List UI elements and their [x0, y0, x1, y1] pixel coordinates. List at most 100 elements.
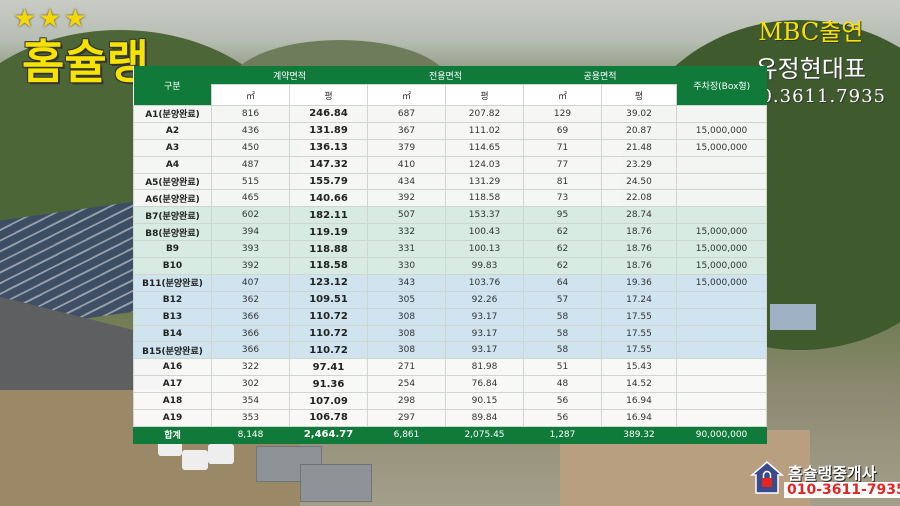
cell-contract-sqm: 353	[211, 409, 290, 427]
table-row: B10 392 118.58 330 99.83 62 18.76 15,000,000	[133, 257, 767, 275]
cell-exclusive-sqm: 367	[367, 121, 446, 140]
cell-contract-pyeong: 147.32	[289, 155, 368, 174]
cell-parking	[676, 358, 767, 377]
cell-common-sqm: 1,287	[523, 425, 602, 444]
unit-pyeong: 평	[289, 84, 368, 106]
table-row: A4 487 147.32 410 124.03 77 23.29	[133, 155, 767, 174]
cell-contract-pyeong: 110.72	[289, 307, 368, 326]
cell-common-sqm: 95	[523, 206, 602, 225]
cell-common-pyeong: 28.74	[601, 206, 677, 225]
cell-lot: A5(분양완료)	[133, 172, 212, 191]
cell-common-pyeong: 15.43	[601, 358, 677, 377]
cell-contract-sqm: 450	[211, 138, 290, 157]
cell-lot: A2	[133, 121, 212, 140]
agent-info: MBC출연 유정현대표 010.3611.7935	[736, 12, 886, 107]
cell-exclusive-pyeong: 99.83	[445, 257, 524, 275]
cell-common-sqm: 64	[523, 273, 602, 292]
cell-common-sqm: 62	[523, 240, 602, 259]
cell-contract-pyeong: 97.41	[289, 358, 368, 377]
table-row: B7(분양완료) 602 182.11 507 153.37 95 28.74	[133, 206, 767, 225]
cell-contract-pyeong: 131.89	[289, 121, 368, 140]
cell-exclusive-sqm: 434	[367, 172, 446, 191]
cell-lot: A17	[133, 375, 212, 394]
cell-contract-pyeong: 136.13	[289, 138, 368, 157]
cell-contract-sqm: 8,148	[211, 425, 290, 444]
representative-name: 유정현대표	[755, 55, 866, 83]
cell-parking	[676, 324, 767, 343]
cell-parking	[676, 392, 767, 411]
cell-common-pyeong: 20.87	[601, 121, 677, 140]
house-lock-icon	[750, 461, 784, 494]
unit-sqm: ㎡	[523, 84, 602, 106]
cell-common-pyeong: 17.55	[601, 307, 677, 326]
cell-common-pyeong: 18.76	[601, 257, 677, 275]
table-row: A1(분양완료) 816 246.84 687 207.82 129 39.02	[133, 105, 767, 123]
cell-exclusive-pyeong: 118.58	[445, 189, 524, 208]
cell-exclusive-sqm: 392	[367, 189, 446, 208]
cell-parking: 90,000,000	[676, 425, 767, 444]
total-row: 합계 8,148 2,464.77 6,861 2,075.45 1,287 389.32 9…	[133, 425, 767, 444]
agency-phone: 010-3611-7935	[784, 482, 900, 498]
cell-lot: A18	[133, 392, 212, 411]
cell-contract-sqm: 392	[211, 257, 290, 275]
cell-lot: B15(분양완료)	[133, 341, 212, 360]
cell-common-pyeong: 16.94	[601, 409, 677, 427]
cell-exclusive-pyeong: 100.43	[445, 223, 524, 242]
cell-exclusive-sqm: 308	[367, 324, 446, 343]
cell-contract-pyeong: 118.58	[289, 257, 368, 275]
car	[158, 440, 182, 456]
container-building	[300, 464, 372, 502]
cell-contract-sqm: 602	[211, 206, 290, 225]
cell-lot: A16	[133, 358, 212, 377]
cell-lot: A3	[133, 138, 212, 157]
cell-parking	[676, 409, 767, 427]
house-roof	[770, 304, 816, 330]
cell-parking	[676, 341, 767, 360]
agency-badge: 홈슐랭중개사 010-3611-7935	[748, 456, 900, 502]
cell-exclusive-sqm: 297	[367, 409, 446, 427]
cell-parking: 15,000,000	[676, 240, 767, 259]
cell-contract-pyeong: 119.19	[289, 223, 368, 242]
cell-common-sqm: 129	[523, 105, 602, 123]
table-row: A18 354 107.09 298 90.15 56 16.94	[133, 392, 767, 411]
table-row: B13 366 110.72 308 93.17 58 17.55	[133, 307, 767, 326]
cell-parking	[676, 189, 767, 208]
cell-contract-pyeong: 106.78	[289, 409, 368, 427]
table-row: A19 353 106.78 297 89.84 56 16.94	[133, 409, 767, 427]
cell-exclusive-pyeong: 207.82	[445, 105, 524, 123]
table-row: B11(분양완료) 407 123.12 343 103.76 64 19.36 15,000…	[133, 273, 767, 292]
cell-exclusive-sqm: 308	[367, 341, 446, 360]
mbc-label: MBC출연	[758, 18, 864, 46]
cell-lot: A1(분양완료)	[133, 105, 212, 123]
cell-contract-pyeong: 182.11	[289, 206, 368, 225]
cell-exclusive-pyeong: 93.17	[445, 324, 524, 343]
cell-exclusive-pyeong: 124.03	[445, 155, 524, 174]
cell-contract-pyeong: 118.88	[289, 240, 368, 259]
cell-parking	[676, 206, 767, 225]
cell-lot: B7(분양완료)	[133, 206, 212, 225]
cell-exclusive-sqm: 254	[367, 375, 446, 394]
cell-contract-pyeong: 91.36	[289, 375, 368, 394]
cell-parking: 15,000,000	[676, 257, 767, 275]
cell-parking	[676, 172, 767, 191]
cell-contract-pyeong: 110.72	[289, 324, 368, 343]
table-row: B9 393 118.88 331 100.13 62 18.76 15,000,000	[133, 240, 767, 259]
unit-pyeong: 평	[601, 84, 677, 106]
cell-common-sqm: 57	[523, 290, 602, 309]
cell-common-pyeong: 24.50	[601, 172, 677, 191]
table-row: B14 366 110.72 308 93.17 58 17.55	[133, 324, 767, 343]
cell-lot: B10	[133, 257, 212, 275]
cell-exclusive-pyeong: 90.15	[445, 392, 524, 411]
cell-contract-sqm: 515	[211, 172, 290, 191]
cell-exclusive-pyeong: 2,075.45	[445, 425, 524, 444]
cell-exclusive-pyeong: 89.84	[445, 409, 524, 427]
cell-common-sqm: 48	[523, 375, 602, 394]
cell-contract-pyeong: 110.72	[289, 341, 368, 360]
cell-common-pyeong: 18.76	[601, 240, 677, 259]
brand-logo: 홈슐랭	[22, 35, 149, 89]
table-row: B15(분양완료) 366 110.72 308 93.17 58 17.55	[133, 341, 767, 360]
cell-common-pyeong: 39.02	[601, 105, 677, 123]
table-row: A3 450 136.13 379 114.65 71 21.48 15,000,000	[133, 138, 767, 157]
table-row: A16 322 97.41 271 81.98 51 15.43	[133, 358, 767, 377]
cell-contract-sqm: 322	[211, 358, 290, 377]
